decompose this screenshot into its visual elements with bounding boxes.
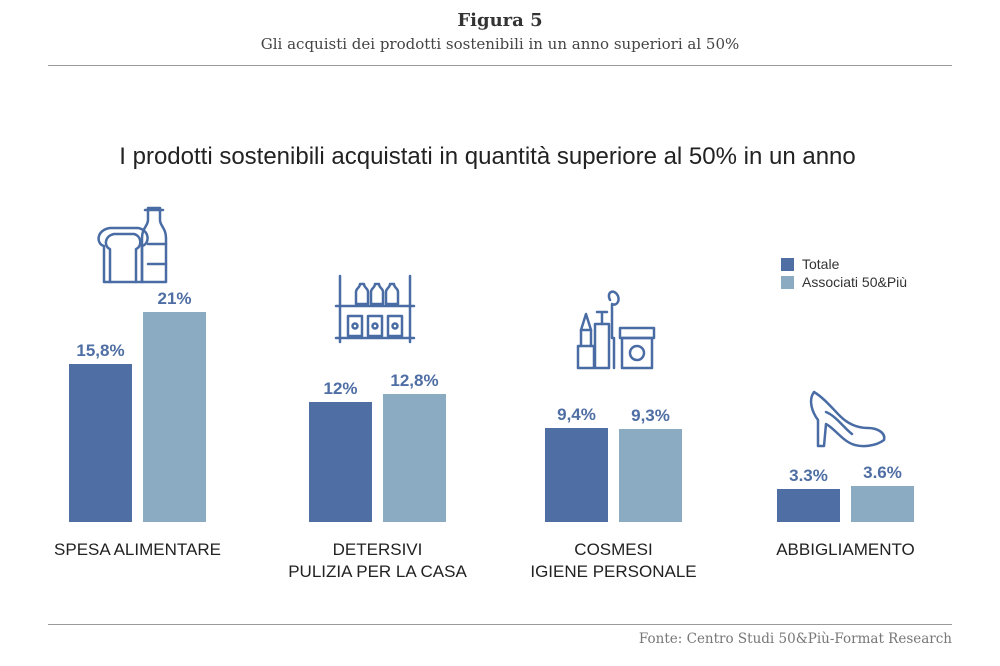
bar-associati-3 [851, 486, 914, 522]
category-label: COSMESI [574, 540, 652, 559]
value-label: 9,4% [557, 405, 596, 424]
top-divider [48, 65, 952, 66]
value-label: 21% [157, 289, 191, 308]
bar-associati-1 [383, 394, 446, 522]
category-icons [97, 206, 886, 448]
bar-totale-0 [69, 364, 132, 522]
bar-associati-0 [143, 312, 206, 522]
figure-title: Figura 5 [457, 10, 543, 31]
category-label: SPESA ALIMENTARE [54, 540, 221, 559]
shelf-bottles-icon [334, 274, 416, 344]
legend-swatch-associati [781, 276, 794, 289]
legend-swatch-totale [781, 258, 794, 271]
category-label: DETERSIVI [333, 540, 423, 559]
value-labels-layer: 15,8% 21% 12% 12,8% 9,4% 9,3% 3.3% 3.6% [76, 289, 901, 485]
bottom-divider [48, 624, 952, 625]
category-label: ABBIGLIAMENTO [776, 540, 915, 559]
cosmetics-icon [576, 290, 656, 370]
value-label: 12% [323, 379, 357, 398]
figure-subtitle: Gli acquisti dei prodotti sostenibili in… [260, 35, 740, 53]
high-heel-shoe-icon [809, 390, 886, 448]
source-note: Fonte: Centro Studi 50&Più-Format Resear… [638, 631, 952, 647]
category-labels-layer: SPESA ALIMENTARE DETERSIVI PULIZIA PER LA … [54, 540, 915, 581]
bar-totale-2 [545, 428, 608, 522]
value-label: 12,8% [390, 371, 438, 390]
chart-title: I prodotti sostenibili acquistati in qua… [119, 143, 856, 170]
category-label: IGIENE PERSONALE [530, 562, 696, 581]
value-label: 9,3% [631, 406, 670, 425]
value-label: 3.6% [863, 463, 902, 482]
value-label: 15,8% [76, 341, 124, 360]
bread-bottle-icon [97, 206, 168, 284]
bar-totale-3 [777, 489, 840, 522]
bars-layer [69, 312, 914, 522]
legend: Totale Associati 50&Più [781, 256, 907, 290]
value-label: 3.3% [789, 466, 828, 485]
bar-totale-1 [309, 402, 372, 522]
legend-label: Associati 50&Più [802, 274, 907, 290]
category-label: PULIZIA PER LA CASA [288, 562, 467, 581]
bar-associati-2 [619, 429, 682, 522]
legend-label: Totale [802, 256, 840, 272]
